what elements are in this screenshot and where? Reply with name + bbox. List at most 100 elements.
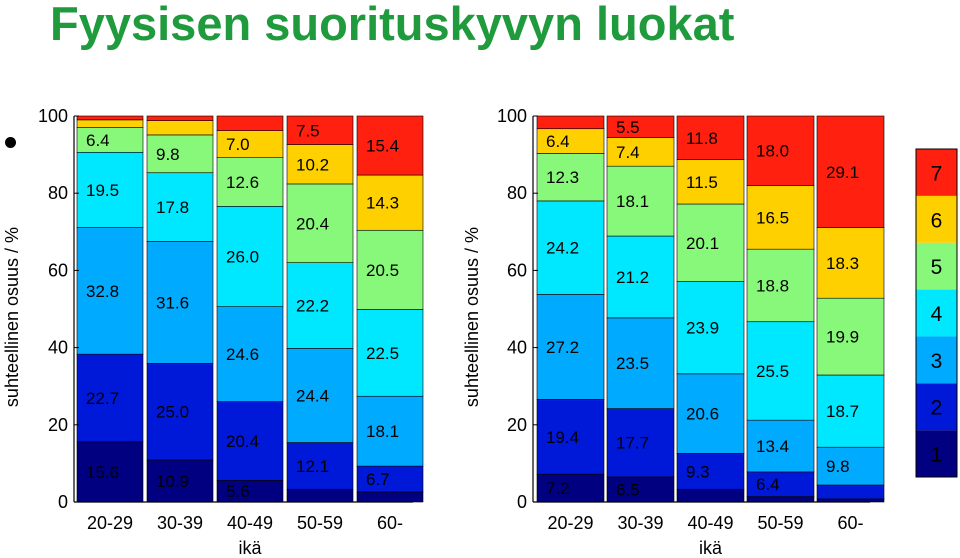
legend-label-3: 3 [931, 350, 943, 373]
bar-segment-50-59-class-2 [286, 442, 354, 490]
data-label: 20.4 [226, 432, 259, 451]
x-axis-label: ikä [238, 538, 262, 558]
bar-segment-60--class-3 [356, 395, 424, 467]
data-label: 14.3 [366, 194, 399, 213]
legend-swatch-4 [916, 289, 957, 337]
bar-segment-60--class-3 [816, 446, 885, 486]
bar-segment-40-49-class-4 [216, 206, 284, 307]
data-label: 32.8 [86, 282, 119, 301]
bar-segment-20-29-class-5 [536, 153, 605, 202]
legend-label-6: 6 [931, 209, 943, 232]
data-label: 15.4 [366, 137, 399, 156]
y-tick-label: 40 [507, 338, 527, 358]
bar-segment-40-49-class-5 [216, 157, 284, 207]
data-label: 20.6 [686, 405, 719, 424]
data-label: 6.4 [546, 132, 570, 151]
bar-segment-50-59-class-1 [286, 488, 354, 503]
y-tick-label: 0 [58, 492, 68, 512]
bar-segment-60--class-7 [816, 115, 885, 228]
data-label: 20.1 [686, 234, 719, 253]
bar-segment-60--class-7 [356, 115, 424, 176]
y-tick-label: 20 [48, 415, 68, 435]
legend-frame [915, 148, 958, 478]
bar-segment-20-29-class-1 [536, 473, 605, 503]
data-label: 18.8 [756, 276, 789, 295]
bar-segment-20-29-class-3 [536, 294, 605, 400]
y-axis-label: suhteellinen osuus / % [462, 227, 482, 407]
bar-segment-50-59-class-6 [746, 185, 815, 250]
bar-segment-60--class-5 [816, 297, 885, 376]
data-label: 24.6 [226, 345, 259, 364]
data-label: 7.2 [546, 479, 570, 498]
bar-segment-30-39-class-7 [146, 115, 214, 121]
bar-segment-20-29-class-2 [76, 353, 144, 443]
data-label: 7.5 [296, 121, 320, 140]
bar-segment-50-59-class-5 [746, 248, 815, 323]
bar-segment-30-39-class-6 [606, 137, 675, 167]
bar-segment-20-29-class-6 [76, 119, 144, 128]
bar-segment-30-39-class-2 [606, 408, 675, 478]
bar-segment-30-39-class-4 [146, 172, 214, 242]
data-label: 5.6 [226, 482, 250, 501]
bar-segment-40-49-class-6 [676, 159, 745, 205]
data-label: 20.4 [296, 214, 329, 233]
x-tick-label: 50-59 [757, 513, 803, 533]
bar-segment-30-39-class-3 [146, 241, 214, 364]
bar-segment-50-59-class-7 [746, 115, 815, 186]
bar-segment-20-29-class-4 [536, 200, 605, 295]
bar-segment-20-29-class-2 [536, 399, 605, 475]
bar-segment-50-59-class-3 [286, 348, 354, 443]
data-label: 18.7 [826, 402, 859, 421]
y-tick-label: 40 [48, 338, 68, 358]
data-label: 18.0 [756, 142, 789, 161]
bar-segment-20-29-class-6 [536, 128, 605, 154]
y-tick-label: 100 [38, 106, 68, 126]
bar-segment-50-59-class-6 [286, 144, 354, 185]
data-label: 7.4 [616, 143, 640, 162]
bar-segment-50-59-class-2 [746, 471, 815, 497]
data-label: 6.4 [756, 475, 780, 494]
bar-segment-30-39-class-5 [606, 165, 675, 237]
legend-swatch-1 [916, 430, 957, 477]
bar-segment-40-49-class-2 [676, 453, 745, 490]
bar-segment-30-39-class-5 [146, 134, 214, 174]
data-label: 7.0 [226, 135, 250, 154]
bar-segment-40-49-class-7 [216, 115, 284, 131]
bar-segment-60--class-6 [356, 174, 424, 231]
x-tick-label: 60- [837, 513, 863, 533]
x-tick-label: 40-49 [687, 513, 733, 533]
data-label: 26.0 [226, 248, 259, 267]
bar-segment-40-49-class-6 [216, 130, 284, 158]
legend-label-5: 5 [931, 256, 943, 279]
data-label: 23.5 [616, 354, 649, 373]
x-tick-label: 20-29 [547, 513, 593, 533]
x-axis-label: ikä [699, 538, 723, 558]
data-label: 18.1 [616, 192, 649, 211]
bar-segment-40-49-class-5 [676, 203, 745, 282]
data-label: 11.5 [686, 173, 718, 192]
bar-segment-60--class-4 [816, 374, 885, 448]
chart-panel-2: 7.2 19.4 27.2 24.2 12.3 6.4 6.5 17.7 23.5 21.2 18.… [462, 106, 885, 558]
data-label: 31.6 [156, 293, 189, 312]
data-label: 19.4 [546, 428, 579, 447]
bar-segment-40-49-class-2 [216, 401, 284, 481]
data-label: 15.6 [86, 463, 119, 482]
data-label: 19.5 [86, 181, 119, 200]
data-label: 21.2 [616, 268, 649, 287]
data-label: 18.1 [366, 422, 399, 441]
data-label: 9.8 [826, 457, 850, 476]
y-tick-label: 60 [507, 260, 527, 280]
data-label: 13.4 [756, 437, 789, 456]
data-label: 12.1 [296, 457, 329, 476]
x-tick-label: 20-29 [87, 513, 133, 533]
data-label: 12.6 [226, 173, 259, 192]
bar-segment-40-49-class-3 [216, 306, 284, 402]
page-title: Fyysisen suorituskyvyn luokat [50, 0, 735, 50]
data-label: 6.7 [366, 470, 390, 489]
x-tick-label: 30-39 [157, 513, 203, 533]
y-tick-label: 20 [507, 415, 527, 435]
bar-segment-20-29-class-3 [76, 227, 144, 355]
x-tick-label: 30-39 [617, 513, 663, 533]
legend-colorbar: 1 2 3 4 5 6 7 [915, 148, 958, 478]
